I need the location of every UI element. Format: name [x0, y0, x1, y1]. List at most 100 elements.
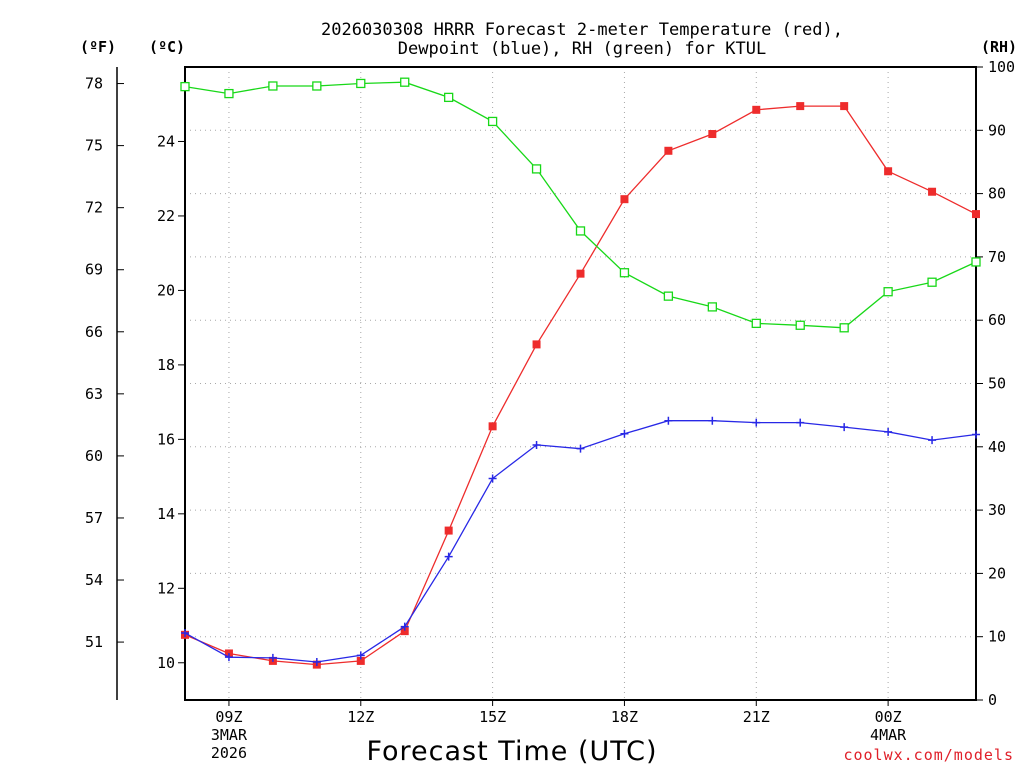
fahrenheit-axis-label: (ºF)	[80, 38, 116, 56]
series-layer	[180, 77, 981, 669]
temperature-point	[840, 102, 849, 111]
temperature-point	[884, 167, 893, 176]
celsius-tick-label: 10	[157, 654, 175, 672]
dewpoint-point	[400, 622, 409, 631]
dewpoint-point	[268, 653, 277, 662]
fahrenheit-tick-label: 57	[85, 509, 103, 527]
rh-point	[356, 78, 366, 89]
dewpoint-point	[752, 418, 761, 427]
rh-tick-label: 60	[988, 311, 1006, 329]
rh-tick-label: 50	[988, 375, 1006, 393]
gridlines	[185, 67, 976, 700]
rh-tick-label: 30	[988, 501, 1006, 519]
rh-point	[707, 302, 717, 312]
dewpoint-point	[576, 444, 585, 453]
rh-tick-label: 20	[988, 564, 1006, 582]
fahrenheit-tick-label: 60	[85, 447, 103, 465]
rh-point	[180, 81, 190, 92]
plot-frame	[184, 66, 977, 701]
rh-point	[751, 318, 761, 329]
rh-point	[575, 226, 586, 236]
x-tick-label: 15Z	[479, 708, 506, 726]
temperature-point	[400, 627, 409, 636]
celsius-tick-label: 24	[157, 132, 175, 150]
dewpoint-point	[356, 651, 365, 660]
rh-point	[400, 77, 410, 87]
rh-tick-label: 40	[988, 438, 1006, 456]
x-tick-label: 09Z	[215, 708, 242, 726]
temperature-line	[184, 105, 977, 666]
temperature-point	[796, 102, 805, 111]
temperature-point	[972, 210, 980, 219]
dewpoint-point	[532, 440, 541, 449]
rh-tick-label: 0	[988, 691, 997, 709]
dewpoint-point	[884, 427, 893, 436]
temperature-point	[664, 146, 673, 155]
temperature-point	[620, 195, 629, 204]
x-tick-label: 12Z	[347, 708, 374, 726]
dewpoint-point	[488, 474, 497, 483]
x-axis-title: Forecast Time (UTC)	[366, 736, 657, 767]
temperature-point	[532, 340, 541, 349]
fahrenheit-tick-label: 78	[85, 75, 103, 93]
rh-tick-label: 100	[988, 58, 1015, 76]
rh-point	[531, 164, 542, 174]
celsius-tick-label: 22	[157, 207, 175, 225]
rh-tick-label: 70	[988, 248, 1006, 266]
dewpoint-point	[444, 552, 453, 561]
chart-title: 2026030308 HRRR Forecast 2-meter Tempera…	[321, 20, 843, 40]
rh-point	[971, 257, 981, 267]
rh-tick-label: 10	[988, 628, 1006, 646]
dewpoint-line	[184, 420, 977, 663]
x-tick-label: 18Z	[611, 708, 638, 726]
temperature-point	[444, 526, 453, 535]
temperature-point	[928, 187, 937, 196]
credit-text: coolwx.com/models	[843, 746, 1014, 764]
rh-point	[444, 92, 454, 103]
fahrenheit-tick-label: 63	[85, 385, 103, 403]
temperature-point	[488, 422, 497, 431]
fahrenheit-tick-label: 51	[85, 633, 103, 651]
fahrenheit-tick-label: 66	[85, 323, 103, 341]
dewpoint-point	[796, 418, 805, 427]
temperature-point	[752, 105, 761, 114]
dewpoint-point	[312, 658, 321, 667]
x-tick-label: 2026	[211, 744, 247, 762]
rh-point	[883, 287, 893, 297]
celsius-tick-label: 18	[157, 356, 175, 374]
celsius-tick-label: 12	[157, 579, 175, 597]
rh-point	[312, 81, 322, 91]
dewpoint-point	[972, 430, 980, 439]
rh-point	[663, 291, 674, 301]
fahrenheit-tick-label: 54	[85, 571, 103, 589]
rh-point	[839, 323, 849, 333]
dewpoint-point	[181, 628, 189, 637]
rh-point	[619, 268, 630, 278]
dewpoint-point	[664, 416, 673, 425]
rh-line	[184, 81, 977, 329]
rh-point	[487, 116, 498, 127]
temperature-point	[708, 130, 717, 139]
x-tick-label: 3MAR	[211, 726, 248, 744]
chart-title-line2: Dewpoint (blue), RH (green) for KTUL	[398, 39, 766, 59]
dewpoint-point	[224, 653, 233, 662]
dewpoint-point	[620, 429, 629, 438]
rh-point	[795, 320, 805, 330]
temperature-point	[576, 269, 585, 278]
rh-point	[224, 88, 234, 99]
celsius-axis-label: (ºC)	[149, 38, 185, 56]
dewpoint-point	[928, 436, 937, 445]
fahrenheit-tick-label: 69	[85, 261, 103, 279]
celsius-tick-label: 16	[157, 430, 175, 448]
temperature-point	[356, 656, 365, 665]
rh-tick-label: 90	[988, 121, 1006, 139]
dewpoint-point	[708, 416, 717, 425]
rh-point	[268, 81, 278, 91]
x-tick-label: 00Z	[875, 708, 902, 726]
rh-point	[927, 277, 937, 287]
rh-tick-label: 80	[988, 185, 1006, 203]
fahrenheit-tick-label: 75	[85, 137, 103, 155]
fahrenheit-tick-label: 72	[85, 199, 103, 217]
celsius-tick-label: 20	[157, 281, 175, 299]
